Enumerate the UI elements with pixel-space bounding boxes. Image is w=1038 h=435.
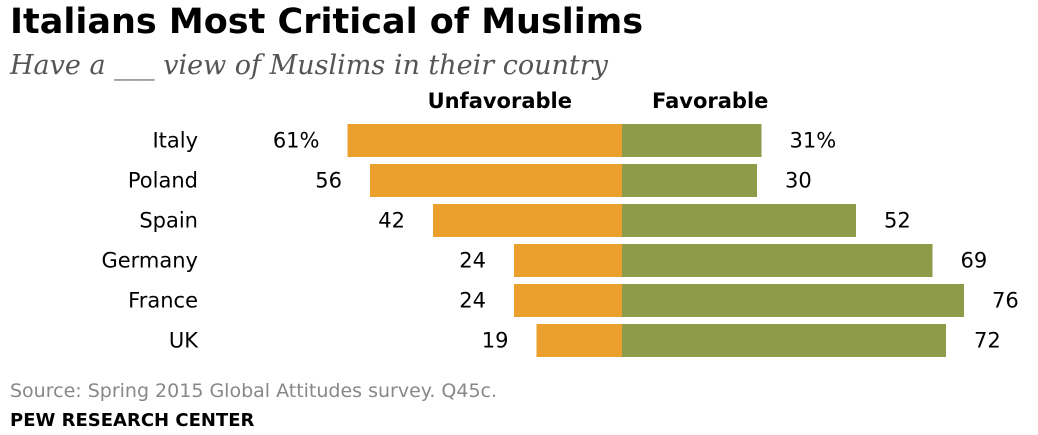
chart-row-uk: UK 19 72 (169, 324, 1001, 357)
bar-unfavorable (514, 284, 622, 317)
category-label: France (128, 289, 198, 313)
category-label: UK (169, 329, 199, 353)
chart-row-germany: Germany 24 69 (101, 244, 987, 277)
bar-favorable (622, 164, 757, 197)
data-label-unfavorable: 42 (378, 209, 405, 233)
chart-row-spain: Spain 42 52 (139, 204, 911, 237)
data-label-unfavorable: 56 (315, 169, 342, 193)
category-label: Spain (139, 209, 198, 233)
chart-row-france: France 24 76 (128, 284, 1019, 317)
data-label-unfavorable: 24 (459, 249, 486, 273)
bar-unfavorable (347, 124, 622, 157)
data-label-favorable: 76 (992, 289, 1019, 313)
category-label: Poland (128, 169, 198, 193)
data-label-favorable: 72 (974, 329, 1001, 353)
legend-unfavorable: Unfavorable (428, 89, 572, 113)
category-label: Germany (101, 249, 198, 273)
data-label-favorable: 30 (785, 169, 812, 193)
category-label: Italy (152, 129, 198, 153)
legend: Unfavorable Favorable (428, 89, 769, 113)
chart-row-poland: Poland 56 30 (128, 164, 812, 197)
chart-rows: Italy 61% 31% Poland 56 30 Spain 42 52 Germany 24 6… (101, 124, 1019, 357)
bar-unfavorable (370, 164, 622, 197)
data-label-unfavorable: 24 (459, 289, 486, 313)
data-label-unfavorable: 61% (273, 129, 320, 153)
bar-favorable (622, 244, 933, 277)
chart-subtitle: Have a ___ view of Muslims in their coun… (10, 50, 608, 81)
bar-unfavorable (536, 324, 622, 357)
legend-favorable: Favorable (652, 89, 768, 113)
bar-favorable (622, 124, 762, 157)
data-label-favorable: 31% (790, 129, 837, 153)
data-label-favorable: 69 (961, 249, 988, 273)
source-note: Source: Spring 2015 Global Attitudes sur… (10, 380, 498, 402)
bar-favorable (622, 284, 964, 317)
bar-favorable (622, 324, 946, 357)
data-label-unfavorable: 19 (482, 329, 509, 353)
bar-unfavorable (433, 204, 622, 237)
brand-name: PEW RESEARCH CENTER (10, 410, 255, 431)
chart-row-italy: Italy 61% 31% (152, 124, 836, 157)
bar-unfavorable (514, 244, 622, 277)
data-label-favorable: 52 (884, 209, 911, 233)
bar-favorable (622, 204, 856, 237)
chart-title: Italians Most Critical of Muslims (10, 2, 644, 42)
